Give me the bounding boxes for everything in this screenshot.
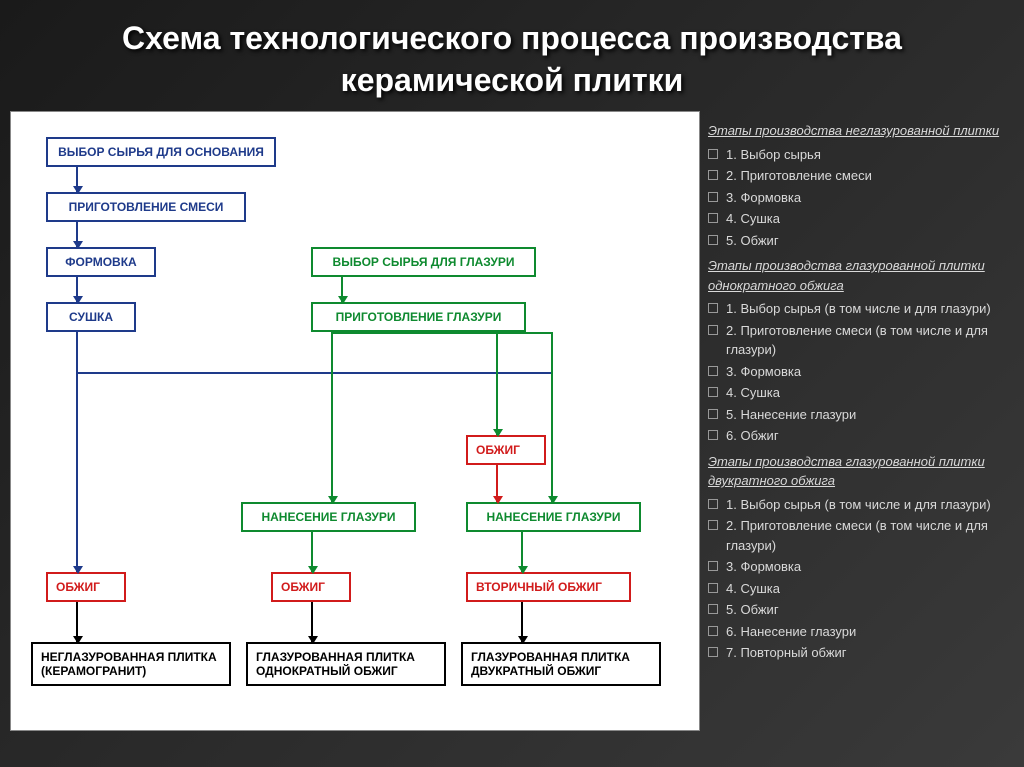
bullet-icon	[708, 647, 718, 657]
connector-v	[496, 332, 498, 372]
bullet-icon	[708, 583, 718, 593]
list-item: 4. Сушка	[708, 383, 1008, 403]
flownode-n11: ОБЖИГ	[271, 572, 351, 602]
bullet-icon	[708, 561, 718, 571]
list-item: 3. Формовка	[708, 188, 1008, 208]
list-item: 6. Нанесение глазури	[708, 622, 1008, 642]
list-item: 2. Приготовление смеси (в том числе и дл…	[708, 516, 1008, 555]
bullet-icon	[708, 235, 718, 245]
list-item: 5. Обжиг	[708, 600, 1008, 620]
arrow	[521, 532, 523, 572]
list-item: 1. Выбор сырья	[708, 145, 1008, 165]
list-item-text: 5. Нанесение глазури	[726, 405, 856, 425]
arrow	[331, 372, 333, 502]
list-item-text: 2. Приготовление смеси (в том числе и дл…	[726, 516, 1008, 555]
list-item: 7. Повторный обжиг	[708, 643, 1008, 663]
bullet-icon	[708, 325, 718, 335]
list-item-text: 4. Сушка	[726, 579, 780, 599]
arrow	[76, 277, 78, 302]
list-item-text: 7. Повторный обжиг	[726, 643, 847, 663]
section-heading: Этапы производства глазурованной плитки …	[708, 452, 1008, 491]
bullet-icon	[708, 430, 718, 440]
arrow	[551, 372, 553, 502]
bullet-icon	[708, 192, 718, 202]
list-item-text: 4. Сушка	[726, 209, 780, 229]
list-item: 3. Формовка	[708, 557, 1008, 577]
flownode-n9: НАНЕСЕНИЕ ГЛАЗУРИ	[466, 502, 641, 532]
flownode-n10: ОБЖИГ	[46, 572, 126, 602]
connector-v	[551, 332, 553, 372]
content-row: ВЫБОР СЫРЬЯ ДЛЯ ОСНОВАНИЯ ПРИГОТОВЛЕНИЕ С…	[0, 111, 1024, 731]
flowchart-panel: ВЫБОР СЫРЬЯ ДЛЯ ОСНОВАНИЯ ПРИГОТОВЛЕНИЕ С…	[10, 111, 700, 731]
arrow	[76, 332, 78, 572]
bullet-icon	[708, 499, 718, 509]
flownode-n3: ФОРМОВКА	[46, 247, 156, 277]
list-item: 1. Выбор сырья (в том числе и для глазур…	[708, 299, 1008, 319]
list-item: 5. Нанесение глазури	[708, 405, 1008, 425]
arrow	[76, 167, 78, 192]
list-item: 5. Обжиг	[708, 231, 1008, 251]
bullet-icon	[708, 604, 718, 614]
flownode-n6: ПРИГОТОВЛЕНИЕ ГЛАЗУРИ	[311, 302, 526, 332]
section-heading: Этапы производства глазурованной плитки …	[708, 256, 1008, 295]
flownode-n4: СУШКА	[46, 302, 136, 332]
bullet-icon	[708, 303, 718, 313]
bullet-icon	[708, 213, 718, 223]
list-item-text: 2. Приготовление смеси	[726, 166, 872, 186]
flownode-n8: НАНЕСЕНИЕ ГЛАЗУРИ	[241, 502, 416, 532]
arrow	[311, 602, 313, 642]
list-item-text: 3. Формовка	[726, 188, 801, 208]
slide-title: Схема технологического процесса производ…	[0, 0, 1024, 111]
flownode-n15: ГЛАЗУРОВАННАЯ ПЛИТКА ДВУКРАТНЫЙ ОБЖИГ	[461, 642, 661, 686]
flownode-n12: ВТОРИЧНЫЙ ОБЖИГ	[466, 572, 631, 602]
bullet-icon	[708, 170, 718, 180]
list-item: 3. Формовка	[708, 362, 1008, 382]
bullet-icon	[708, 387, 718, 397]
list-item: 2. Приготовление смеси	[708, 166, 1008, 186]
list-item: 4. Сушка	[708, 209, 1008, 229]
list-item-text: 1. Выбор сырья	[726, 145, 821, 165]
arrow	[521, 602, 523, 642]
list-item-text: 5. Обжиг	[726, 231, 779, 251]
bullet-icon	[708, 626, 718, 636]
flownode-n2: ПРИГОТОВЛЕНИЕ СМЕСИ	[46, 192, 246, 222]
list-item: 4. Сушка	[708, 579, 1008, 599]
flownode-n5: ВЫБОР СЫРЬЯ ДЛЯ ГЛАЗУРИ	[311, 247, 536, 277]
list-item: 1. Выбор сырья (в том числе и для глазур…	[708, 495, 1008, 515]
arrow	[341, 277, 343, 302]
bullet-icon	[708, 409, 718, 419]
arrow	[76, 222, 78, 247]
connector-h	[331, 332, 551, 334]
list-item-text: 3. Формовка	[726, 557, 801, 577]
arrow	[76, 602, 78, 642]
connector-v	[331, 332, 333, 372]
list-item-text: 6. Нанесение глазури	[726, 622, 856, 642]
arrow	[496, 465, 498, 502]
list-item: 6. Обжиг	[708, 426, 1008, 446]
flownode-n14: ГЛАЗУРОВАННАЯ ПЛИТКА ОДНОКРАТНЫЙ ОБЖИГ	[246, 642, 446, 686]
list-item-text: 2. Приготовление смеси (в том числе и дл…	[726, 321, 1008, 360]
connector-h	[76, 372, 551, 374]
list-item-text: 4. Сушка	[726, 383, 780, 403]
bullet-icon	[708, 520, 718, 530]
stages-sidebar: Этапы производства неглазурованной плитк…	[708, 111, 1008, 731]
list-item-text: 1. Выбор сырья (в том числе и для глазур…	[726, 495, 991, 515]
arrow	[496, 372, 498, 435]
flownode-n1: ВЫБОР СЫРЬЯ ДЛЯ ОСНОВАНИЯ	[46, 137, 276, 167]
list-item-text: 3. Формовка	[726, 362, 801, 382]
list-item-text: 5. Обжиг	[726, 600, 779, 620]
flownode-n7: ОБЖИГ	[466, 435, 546, 465]
flownode-n13: НЕГЛАЗУРОВАННАЯ ПЛИТКА (КЕРАМОГРАНИТ)	[31, 642, 231, 686]
bullet-icon	[708, 366, 718, 376]
list-item: 2. Приготовление смеси (в том числе и дл…	[708, 321, 1008, 360]
list-item-text: 6. Обжиг	[726, 426, 779, 446]
section-heading: Этапы производства неглазурованной плитк…	[708, 121, 1008, 141]
bullet-icon	[708, 149, 718, 159]
list-item-text: 1. Выбор сырья (в том числе и для глазур…	[726, 299, 991, 319]
arrow	[311, 532, 313, 572]
